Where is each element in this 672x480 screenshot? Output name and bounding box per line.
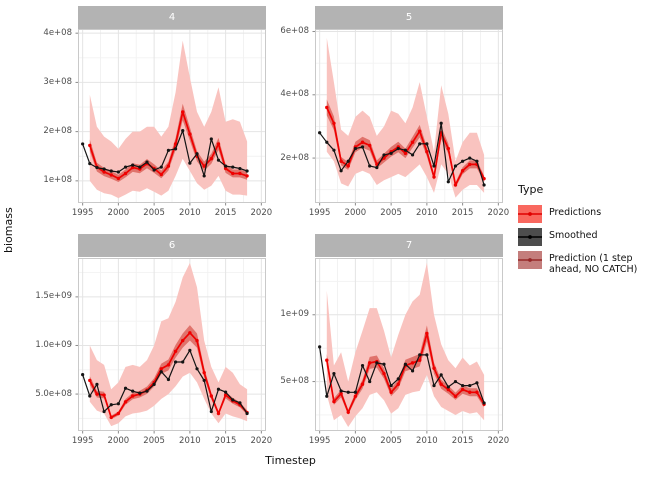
legend-title: Type (518, 183, 544, 196)
x-tick-label: 2015 (214, 208, 237, 218)
y-tick-label: 4e+08 (43, 27, 72, 38)
x-tick-label: 2015 (214, 436, 237, 446)
y-tick-label: 1e+09 (280, 309, 309, 320)
x-tick-label: 2010 (416, 436, 438, 446)
facet-strip-label: 7 (405, 240, 413, 251)
y-tick-label: 3e+08 (43, 76, 72, 87)
x-tick-label: 2015 (451, 436, 474, 446)
x-axis-title: Timestep (265, 454, 316, 467)
legend-entry: Predictions (518, 205, 670, 223)
x-tick-label: 2020 (487, 436, 510, 446)
legend-entry: Smoothed (518, 228, 670, 246)
x-tick-label: 2000 (344, 436, 367, 446)
legend-entry: Prediction (1 step ahead, NO CATCH) (518, 251, 670, 276)
facet-strip-4: 4 (78, 6, 266, 29)
y-axis-title: biomass (2, 207, 15, 253)
x-tick-label: 1995 (71, 436, 94, 446)
facet-panel-5 (312, 29, 503, 206)
facet-panel-6 (75, 258, 266, 434)
y-tick-label: 2e+08 (280, 152, 309, 163)
legend-label: Predictions (549, 207, 602, 218)
facet-strip-6: 6 (78, 234, 266, 257)
facet-strip-7: 7 (315, 234, 503, 257)
legend-label: Smoothed (549, 230, 598, 241)
x-tick-label: 2000 (107, 436, 130, 446)
facet-panel-7 (312, 258, 503, 434)
y-tick-label: 2e+08 (43, 126, 72, 137)
facet-strip-label: 4 (168, 12, 176, 23)
y-tick-label: 1.0e+09 (35, 339, 72, 350)
x-tick-label: 1995 (71, 208, 94, 218)
x-tick-label: 2010 (416, 208, 438, 218)
facet-strip-label: 6 (168, 240, 176, 251)
y-tick-label: 5.0e+08 (35, 388, 72, 399)
x-tick-label: 2000 (344, 208, 367, 218)
x-tick-label: 1995 (308, 436, 331, 446)
legend-key (518, 228, 542, 246)
y-tick-label: 4e+08 (280, 89, 309, 100)
x-tick-label: 2005 (380, 436, 402, 446)
facet-strip-label: 5 (405, 12, 413, 23)
x-tick-label: 2020 (250, 208, 273, 218)
legend-key (518, 205, 542, 223)
legend-key (518, 251, 542, 269)
x-tick-label: 2010 (179, 208, 201, 218)
x-tick-label: 2000 (107, 208, 130, 218)
legend-entries: Predictions Smoothed Prediction (1 step ah… (518, 205, 670, 276)
y-tick-label: 6e+08 (280, 26, 309, 37)
x-tick-label: 2020 (487, 208, 510, 218)
x-tick-label: 2005 (143, 208, 165, 218)
x-tick-label: 1995 (308, 208, 331, 218)
legend-label: Prediction (1 step ahead, NO CATCH) (549, 253, 638, 275)
x-tick-label: 2020 (250, 436, 273, 446)
x-tick-label: 2005 (143, 436, 165, 446)
y-tick-label: 5e+08 (280, 376, 309, 387)
x-tick-label: 2005 (380, 208, 402, 218)
x-tick-label: 2015 (451, 208, 474, 218)
facet-panel-4 (75, 29, 266, 206)
facet-strip-5: 5 (315, 6, 503, 29)
y-tick-label: 1.5e+09 (35, 291, 72, 302)
y-tick-label: 1e+08 (43, 175, 72, 186)
x-tick-label: 2010 (179, 436, 201, 446)
legend: Type Predictions Smoothed Prediction (1 st… (518, 183, 670, 281)
